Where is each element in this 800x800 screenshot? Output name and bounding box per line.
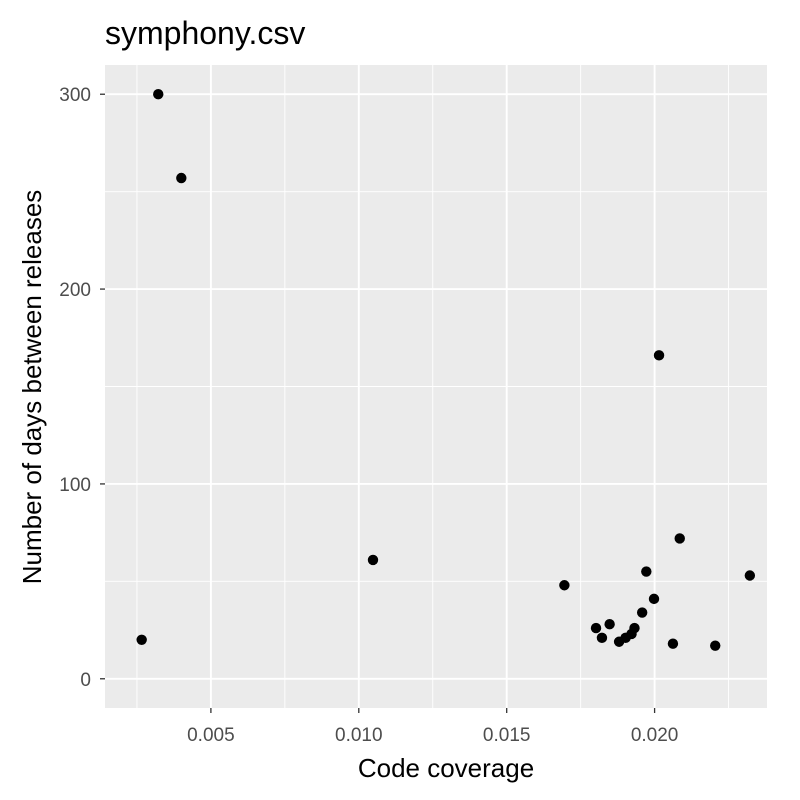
x-tick-label: 0.015 xyxy=(483,725,531,746)
grid-minor xyxy=(105,65,767,708)
x-tick-label: 0.005 xyxy=(187,725,235,746)
chart-title: symphony.csv xyxy=(105,15,305,51)
y-tick-label: 100 xyxy=(59,475,91,496)
y-axis-label: Number of days between releases xyxy=(17,190,47,585)
data-point xyxy=(667,638,679,649)
y-tick-label: 300 xyxy=(59,85,91,106)
data-point xyxy=(604,619,615,630)
data-point xyxy=(674,533,685,544)
y-axis: 0 100 200 300 xyxy=(59,85,105,691)
data-point xyxy=(176,172,187,184)
y-tick-label: 0 xyxy=(80,670,91,691)
data-point xyxy=(136,634,147,646)
data-point xyxy=(153,89,164,100)
data-point xyxy=(367,554,379,566)
data-points xyxy=(136,89,756,651)
data-point xyxy=(641,566,652,577)
data-point xyxy=(653,350,665,361)
grid-major xyxy=(105,65,767,708)
y-tick-label: 200 xyxy=(59,280,91,301)
x-tick-label: 0.020 xyxy=(631,725,679,746)
x-axis: 0.005 0.010 0.015 0.020 xyxy=(187,708,678,746)
x-axis-label: Code coverage xyxy=(358,753,534,783)
data-point xyxy=(559,580,570,591)
data-point xyxy=(744,570,756,581)
data-point xyxy=(596,632,608,644)
data-point xyxy=(590,622,602,634)
data-point xyxy=(636,607,648,618)
x-tick-label: 0.010 xyxy=(335,725,383,746)
data-point xyxy=(710,640,721,651)
data-point xyxy=(648,593,660,605)
data-point xyxy=(629,622,640,634)
